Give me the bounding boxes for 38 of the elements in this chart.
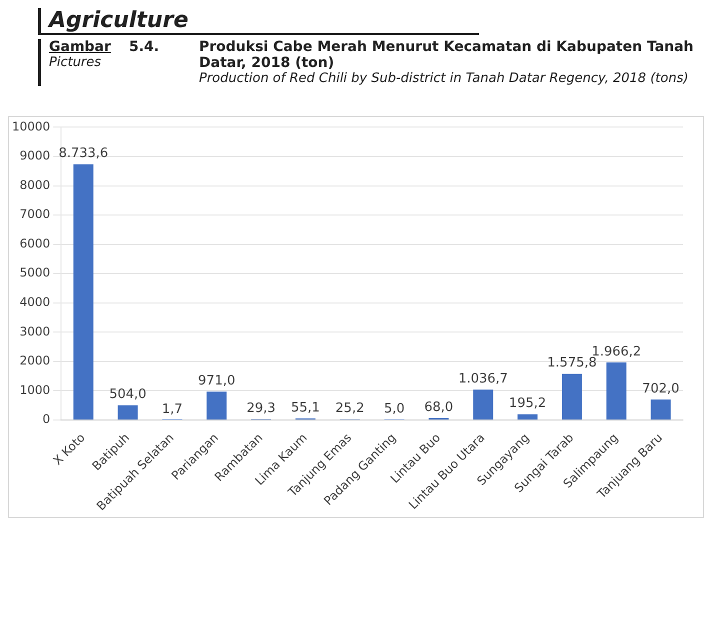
data-label: 504,0 bbox=[109, 387, 146, 402]
data-label: 1.575,8 bbox=[547, 356, 597, 371]
y-tick-label: 4000 bbox=[20, 295, 50, 310]
text: Pictures bbox=[49, 55, 102, 70]
data-label: 1.036,7 bbox=[458, 372, 508, 387]
bar bbox=[473, 390, 494, 420]
text: Agriculture bbox=[38, 8, 479, 35]
bar bbox=[118, 405, 138, 420]
data-label: 195,2 bbox=[508, 396, 546, 412]
data-label: 68,0 bbox=[424, 400, 454, 415]
data-label: 29,3 bbox=[246, 401, 276, 416]
y-tick-label: 0 bbox=[42, 412, 50, 426]
y-tick-label: 8000 bbox=[20, 178, 50, 192]
y-tick-label: 1000 bbox=[20, 382, 50, 397]
y-tick-label: 2000 bbox=[20, 354, 50, 368]
bar bbox=[562, 374, 582, 420]
bar bbox=[650, 399, 671, 420]
data-label: 25,2 bbox=[335, 401, 364, 416]
data-label: 55,1 bbox=[290, 400, 320, 416]
data-label: 1,7 bbox=[162, 402, 183, 417]
text: 5.4. bbox=[129, 39, 160, 57]
bar bbox=[206, 392, 227, 420]
text: Gambar bbox=[49, 39, 112, 55]
bar bbox=[73, 164, 94, 420]
bar bbox=[606, 362, 626, 420]
y-tick-label: 9000 bbox=[20, 148, 50, 163]
y-tick-label: 6000 bbox=[20, 236, 50, 250]
data-label: 5,0 bbox=[384, 402, 405, 417]
y-tick-label: 10000 bbox=[12, 119, 50, 134]
data-label: 971,0 bbox=[198, 373, 236, 388]
bar bbox=[518, 414, 538, 420]
y-tick-label: 5000 bbox=[20, 266, 50, 280]
data-label: 8.733,6 bbox=[58, 146, 108, 162]
y-tick-label: 3000 bbox=[20, 324, 50, 338]
y-tick-label: 7000 bbox=[20, 207, 50, 222]
data-label: 702,0 bbox=[642, 381, 680, 396]
chart-subtitle: Production of Red Chili by Sub-district in Tanah Datar Regency, 2018 (tons) bbox=[199, 71, 690, 86]
chart-title: Produksi Cabe Merah Menurut Kecamatan di Kabupaten Tanah Datar, 2018 (ton) bbox=[199, 39, 695, 71]
